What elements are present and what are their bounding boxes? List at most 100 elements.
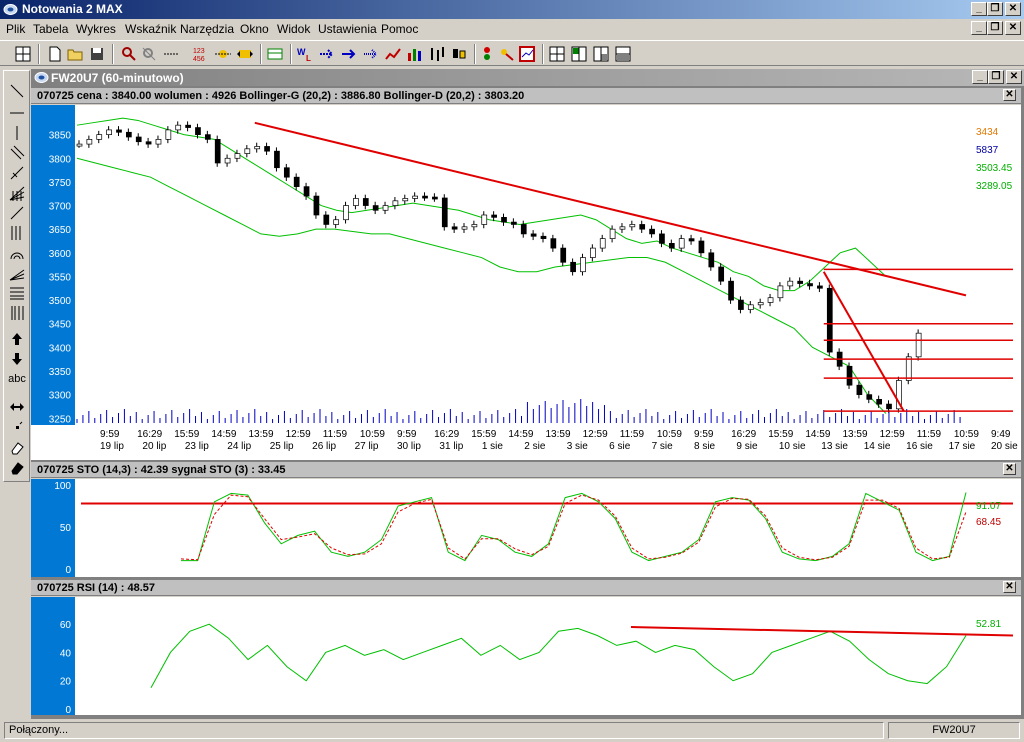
window-chart-icon[interactable] bbox=[518, 45, 536, 63]
layout1-icon[interactable] bbox=[548, 45, 566, 63]
open-folder-icon[interactable] bbox=[66, 45, 84, 63]
menu-wskaznik[interactable]: Wskaźnik bbox=[125, 22, 177, 36]
key-icon[interactable] bbox=[498, 45, 516, 63]
close-button[interactable]: ✕ bbox=[1005, 2, 1021, 16]
child-minimize-button[interactable]: _ bbox=[971, 21, 987, 35]
candle-body bbox=[520, 224, 527, 235]
menu-tabela[interactable]: Tabela bbox=[33, 22, 69, 36]
zoom-reset-icon[interactable] bbox=[140, 45, 158, 63]
layout4-icon[interactable] bbox=[614, 45, 632, 63]
menu-widok[interactable]: Widok bbox=[277, 22, 311, 36]
candle-body bbox=[274, 150, 280, 169]
grid-icon[interactable] bbox=[14, 45, 32, 63]
menu-pomoc[interactable]: Pomoc bbox=[381, 22, 419, 36]
arrows-icon[interactable] bbox=[236, 45, 254, 63]
svg-text:456: 456 bbox=[193, 56, 205, 63]
arrow-up-icon[interactable] bbox=[7, 331, 27, 349]
candle-body bbox=[757, 302, 764, 306]
price-ytick-label: 3600 bbox=[49, 249, 72, 260]
child-restore-button[interactable]: ❐ bbox=[987, 21, 1003, 35]
zoom-icon[interactable] bbox=[120, 45, 138, 63]
price-axis-bg bbox=[31, 105, 75, 425]
menu-plik[interactable]: Plik bbox=[6, 22, 26, 36]
traffic-light-icon[interactable] bbox=[478, 45, 496, 63]
price-xtime-label: 15:59 bbox=[768, 429, 793, 440]
price-xtime-label: 10:59 bbox=[360, 429, 385, 440]
horizontal-line-icon[interactable] bbox=[7, 105, 27, 123]
arrow-blue2-icon[interactable] bbox=[340, 45, 358, 63]
table-icon[interactable] bbox=[266, 45, 284, 63]
layout2-icon[interactable] bbox=[570, 45, 588, 63]
channel-icon[interactable] bbox=[7, 145, 27, 163]
fan-icon[interactable] bbox=[7, 185, 27, 203]
diagonal-line-icon[interactable] bbox=[7, 83, 27, 101]
candle-body bbox=[905, 356, 912, 381]
price-xtime-label: 9:59 bbox=[397, 429, 417, 440]
ray-icon[interactable] bbox=[7, 205, 27, 223]
svg-text:123: 123 bbox=[193, 48, 205, 55]
drawing-toolbar: abc bbox=[3, 70, 30, 482]
price-xtime-label: 15:59 bbox=[174, 429, 199, 440]
chart-maximize-button[interactable]: ❐ bbox=[988, 70, 1004, 84]
crosshair-icon[interactable] bbox=[7, 419, 27, 437]
price-xtime-label: 16:29 bbox=[731, 429, 756, 440]
price-ytick-label: 3800 bbox=[49, 154, 72, 165]
vertical-line-icon[interactable] bbox=[7, 125, 27, 143]
price-panel-close-button[interactable]: ✕ bbox=[1003, 89, 1016, 101]
price-xtime-label: 11:59 bbox=[323, 429, 348, 440]
sto-panel-close-button[interactable]: ✕ bbox=[1003, 463, 1016, 475]
candle-body bbox=[283, 167, 290, 178]
new-file-icon[interactable] bbox=[46, 45, 64, 63]
candle-body bbox=[195, 127, 201, 135]
move-horizontal-icon[interactable] bbox=[7, 399, 27, 417]
sto-chart[interactable]: 100 50 0 91.07 68.45 bbox=[31, 479, 1021, 577]
marker-icon[interactable] bbox=[214, 45, 232, 63]
hline-icon[interactable] bbox=[162, 45, 180, 63]
parallel-lines-icon[interactable] bbox=[7, 165, 27, 183]
cycle-lines-icon[interactable] bbox=[7, 225, 27, 243]
chart-window-icon bbox=[34, 72, 49, 83]
price-xtime-label: 13:59 bbox=[843, 429, 868, 440]
arc-icon[interactable] bbox=[7, 245, 27, 263]
arrow-blue3-icon[interactable] bbox=[362, 45, 380, 63]
candle-body bbox=[86, 139, 93, 145]
price-xdate-label: 9 sie bbox=[736, 441, 758, 452]
sto-signal-line bbox=[180, 494, 967, 561]
candle-body bbox=[817, 285, 823, 289]
candle-body bbox=[155, 139, 162, 145]
maximize-button[interactable]: ❐ bbox=[987, 2, 1003, 16]
wl-icon[interactable]: WL bbox=[296, 45, 314, 63]
candle-body bbox=[204, 134, 211, 140]
line-chart-icon[interactable] bbox=[384, 45, 402, 63]
rsi-panel-close-button[interactable]: ✕ bbox=[1003, 581, 1016, 593]
fib-time-icon[interactable] bbox=[7, 305, 27, 323]
save-icon[interactable] bbox=[88, 45, 106, 63]
bar-chart-icon[interactable] bbox=[406, 45, 424, 63]
menu-wykres[interactable]: Wykres bbox=[76, 22, 116, 36]
price-chart[interactable]: 3850 3800 3750 3700 3650 3600 3550 3500 3450 3400… bbox=[31, 105, 1021, 460]
rsi-chart[interactable]: 60 40 20 0 52.81 bbox=[31, 597, 1021, 715]
menu-okno[interactable]: Okno bbox=[240, 22, 269, 36]
eraser-all-icon[interactable] bbox=[7, 459, 27, 477]
candles-icon[interactable] bbox=[450, 45, 468, 63]
ohlc-icon[interactable] bbox=[428, 45, 446, 63]
rsi-panel: 070725 RSI (14) : 48.57 ✕ 60 40 20 0 52.81 bbox=[31, 580, 1021, 715]
child-close-button[interactable]: ✕ bbox=[1005, 21, 1021, 35]
speed-lines-icon[interactable] bbox=[7, 265, 27, 283]
price-ytick-label: 3250 bbox=[49, 414, 72, 425]
arrow-down-icon[interactable] bbox=[7, 351, 27, 369]
text-tool-icon[interactable]: abc bbox=[8, 373, 26, 385]
layout3-icon[interactable] bbox=[592, 45, 610, 63]
menu-ustawienia[interactable]: Ustawienia bbox=[318, 22, 377, 36]
eraser-icon[interactable] bbox=[7, 439, 27, 457]
menu-narzedzia[interactable]: Narzędzia bbox=[180, 22, 235, 36]
candle-body bbox=[570, 261, 576, 273]
arrow-blue-icon[interactable] bbox=[318, 45, 336, 63]
minimize-button[interactable]: _ bbox=[971, 2, 987, 16]
fib-retracement-icon[interactable] bbox=[7, 285, 27, 303]
chart-close-button[interactable]: ✕ bbox=[1006, 70, 1022, 84]
candle-body bbox=[76, 143, 83, 147]
price-xdate-label: 2 sie bbox=[524, 441, 546, 452]
chart-minimize-button[interactable]: _ bbox=[972, 70, 988, 84]
